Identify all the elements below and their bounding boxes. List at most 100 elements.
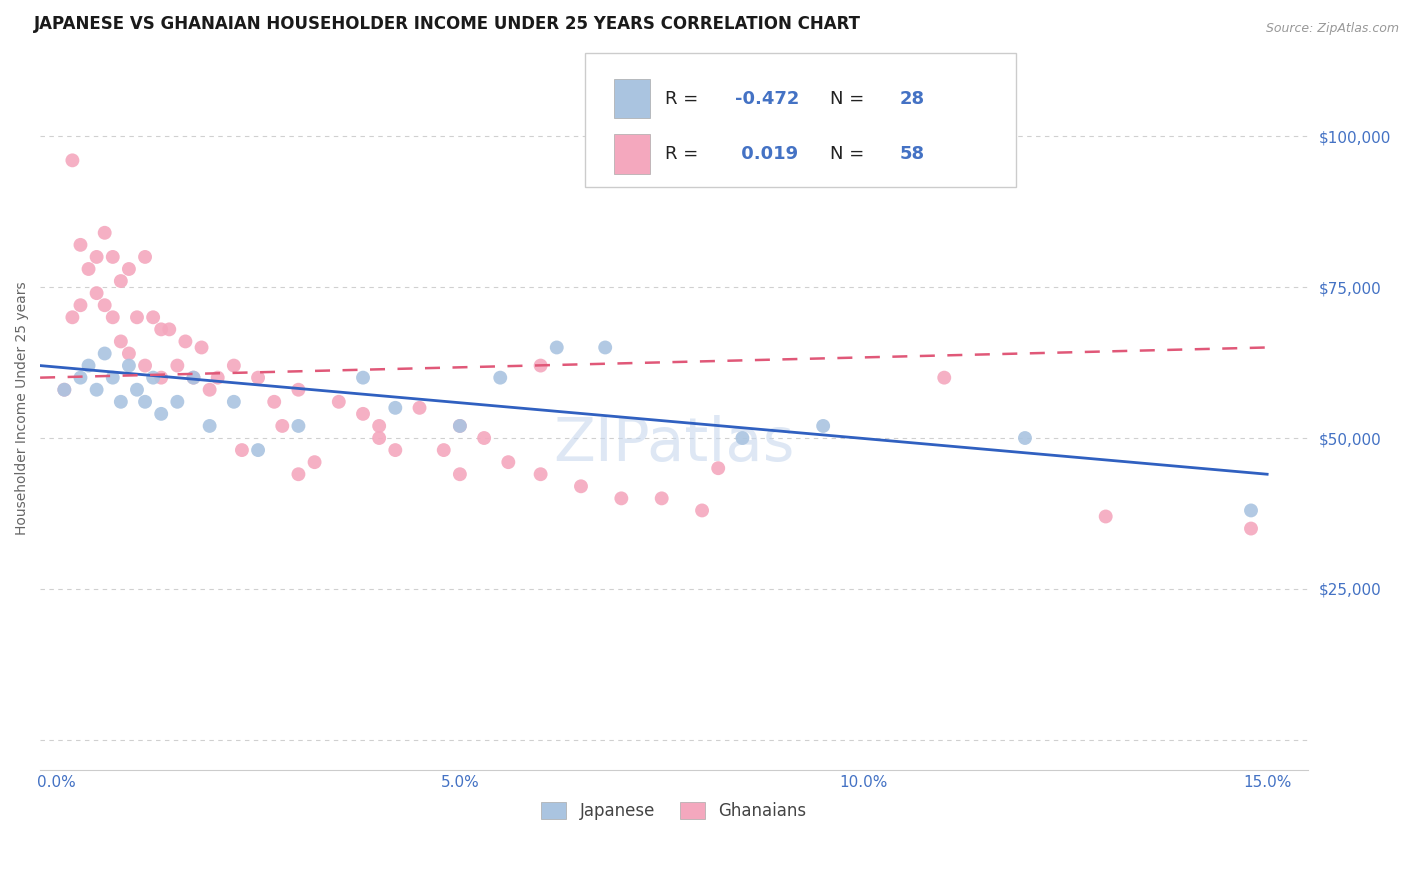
Point xyxy=(86,250,108,264)
FancyBboxPatch shape xyxy=(585,53,1017,187)
Point xyxy=(1240,503,1263,517)
Point xyxy=(569,479,592,493)
Legend: Japanese, Ghanaians: Japanese, Ghanaians xyxy=(534,796,813,827)
Point xyxy=(134,359,156,373)
Point xyxy=(142,370,165,384)
Text: ZIPatlas: ZIPatlas xyxy=(553,415,794,474)
Point xyxy=(183,370,205,384)
Point xyxy=(287,419,309,434)
Point xyxy=(118,359,141,373)
Text: 58: 58 xyxy=(900,145,925,163)
Point xyxy=(150,407,173,421)
Text: 0.019: 0.019 xyxy=(735,145,797,163)
Point xyxy=(110,334,132,349)
Point xyxy=(86,383,108,397)
Text: 28: 28 xyxy=(900,89,925,108)
Point xyxy=(101,250,124,264)
Point xyxy=(166,394,188,409)
Point xyxy=(134,250,156,264)
Point xyxy=(433,443,456,458)
Point xyxy=(101,370,124,384)
Point xyxy=(150,370,173,384)
Point xyxy=(530,359,553,373)
Point xyxy=(69,298,91,312)
Point xyxy=(449,419,471,434)
Point xyxy=(690,503,713,517)
Point xyxy=(546,341,568,355)
Point xyxy=(60,153,83,168)
Point xyxy=(651,491,673,506)
Point xyxy=(472,431,495,445)
Point xyxy=(142,310,165,325)
Point xyxy=(368,419,391,434)
Point xyxy=(1240,522,1263,536)
Point xyxy=(384,443,406,458)
FancyBboxPatch shape xyxy=(614,78,650,119)
Text: JAPANESE VS GHANAIAN HOUSEHOLDER INCOME UNDER 25 YEARS CORRELATION CHART: JAPANESE VS GHANAIAN HOUSEHOLDER INCOME … xyxy=(34,15,860,33)
Point xyxy=(86,286,108,301)
Point xyxy=(110,274,132,288)
Text: Source: ZipAtlas.com: Source: ZipAtlas.com xyxy=(1265,22,1399,36)
Point xyxy=(198,383,221,397)
Point xyxy=(222,359,245,373)
Point xyxy=(1094,509,1116,524)
Point xyxy=(449,467,471,482)
Point xyxy=(498,455,520,469)
Point xyxy=(263,394,285,409)
Point xyxy=(610,491,633,506)
Point xyxy=(110,394,132,409)
Point xyxy=(707,461,730,475)
Point xyxy=(530,467,553,482)
Point xyxy=(247,443,270,458)
Point xyxy=(101,310,124,325)
Point xyxy=(304,455,326,469)
Point xyxy=(166,359,188,373)
Point xyxy=(449,419,471,434)
Point xyxy=(183,370,205,384)
Text: R =: R = xyxy=(665,89,704,108)
Point xyxy=(1014,431,1036,445)
Point xyxy=(247,370,270,384)
Point xyxy=(118,346,141,360)
Point xyxy=(93,346,115,360)
Point xyxy=(69,238,91,252)
Point xyxy=(77,359,100,373)
Text: -0.472: -0.472 xyxy=(735,89,799,108)
Point xyxy=(408,401,430,415)
Point xyxy=(287,467,309,482)
Text: N =: N = xyxy=(830,89,870,108)
Point xyxy=(134,394,156,409)
Point xyxy=(352,407,374,421)
Point xyxy=(157,322,180,336)
Y-axis label: Householder Income Under 25 years: Householder Income Under 25 years xyxy=(15,281,30,534)
Point xyxy=(60,310,83,325)
Point xyxy=(125,310,148,325)
Point xyxy=(53,383,76,397)
Point xyxy=(287,383,309,397)
Point xyxy=(934,370,956,384)
Point xyxy=(384,401,406,415)
Point xyxy=(69,370,91,384)
Point xyxy=(271,419,294,434)
Point xyxy=(53,383,76,397)
Point xyxy=(811,419,834,434)
Point xyxy=(731,431,754,445)
Point xyxy=(125,383,148,397)
Point xyxy=(198,419,221,434)
Point xyxy=(93,226,115,240)
Point xyxy=(174,334,197,349)
Point xyxy=(352,370,374,384)
Point xyxy=(489,370,512,384)
Point xyxy=(190,341,212,355)
Point xyxy=(593,341,616,355)
Point xyxy=(328,394,350,409)
Point xyxy=(77,262,100,277)
Point xyxy=(207,370,229,384)
Point xyxy=(93,298,115,312)
Text: N =: N = xyxy=(830,145,870,163)
FancyBboxPatch shape xyxy=(614,135,650,174)
Point xyxy=(368,431,391,445)
Point xyxy=(118,262,141,277)
Point xyxy=(222,394,245,409)
Text: R =: R = xyxy=(665,145,704,163)
